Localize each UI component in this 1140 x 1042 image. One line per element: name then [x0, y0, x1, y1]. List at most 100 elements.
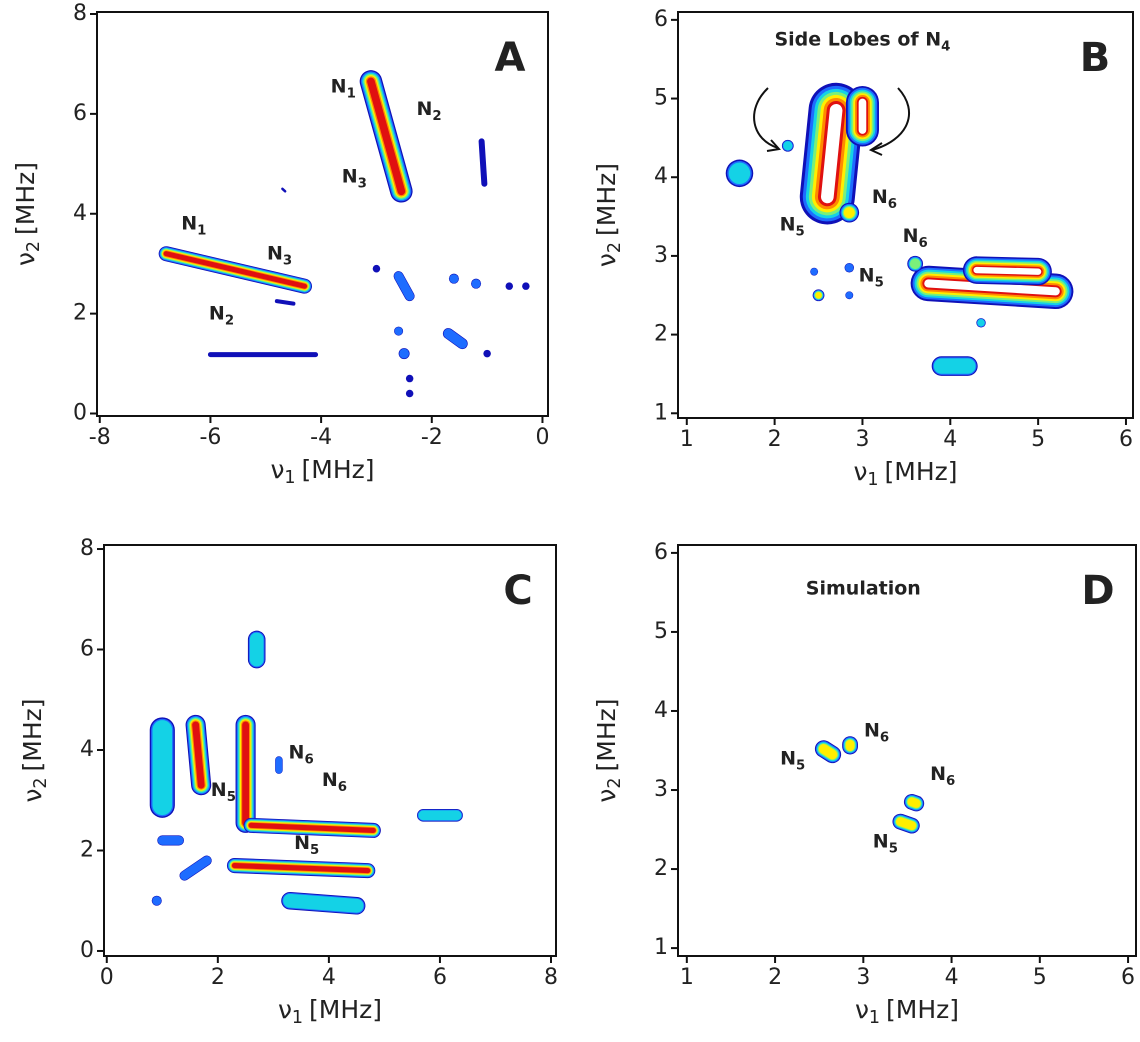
arrow: [753, 87, 779, 149]
y-tick-label: 4: [73, 201, 87, 226]
y-axis-label-sub: 2: [605, 777, 625, 788]
panel-label: C: [503, 568, 532, 614]
peak-contour: [180, 856, 212, 881]
peak: [393, 271, 415, 302]
y-tick-label: 2: [73, 301, 87, 326]
annotation-sub: 6: [946, 774, 955, 789]
peak-contour: [367, 77, 406, 196]
y-tick-label: 0: [80, 938, 94, 963]
x-axis-label: ν1 [MHz]: [855, 995, 959, 1028]
y-tick-label: 4: [654, 164, 668, 189]
y-axis-label-unit: [MHz]: [592, 698, 621, 771]
peak-contour: [283, 893, 364, 913]
x-axis-label-text: ν: [270, 455, 284, 484]
x-tick-label: 2: [211, 965, 225, 990]
annotation-sub: 6: [918, 236, 927, 251]
x-tick-label: 2: [768, 427, 782, 452]
peak: [962, 256, 1052, 286]
x-axis-label-unit: [MHz]: [886, 995, 959, 1024]
peak-contour: [192, 721, 205, 789]
plot-frame: [677, 544, 1137, 957]
peak: [281, 891, 366, 915]
annotation-text: N: [930, 763, 946, 785]
x-tick-label: -2: [421, 425, 443, 450]
peak-contour: [895, 817, 917, 831]
x-tick-label: 1: [680, 965, 694, 990]
annotation-sub: 5: [227, 790, 236, 805]
annotation: N5: [859, 264, 884, 291]
annotation-sub: 6: [338, 780, 347, 795]
y-tick-label: 2: [654, 322, 668, 347]
y-axis-label: ν2 [MHz]: [592, 698, 625, 802]
annotation-text: N: [342, 165, 358, 187]
y-tick-label: 3: [654, 777, 668, 802]
x-tick-label: -8: [89, 425, 111, 450]
annotation-text: N: [331, 75, 347, 97]
annotation-text: N: [864, 719, 880, 741]
y-tick-label: 3: [654, 243, 668, 268]
peak: [243, 817, 381, 838]
peak-contour: [281, 187, 287, 193]
peak-contour: [394, 271, 415, 301]
annotation-text: N: [289, 741, 305, 763]
annotation: N5: [780, 213, 805, 240]
annotation: N6: [289, 741, 314, 768]
y-axis-label-text: ν: [592, 789, 621, 803]
annotation: N6: [864, 719, 889, 746]
y-tick-label: 4: [80, 737, 94, 762]
annotation-text: Simulation: [806, 577, 921, 599]
annotation-sub: 1: [347, 86, 356, 101]
x-tick-label: 0: [100, 965, 114, 990]
annotation: Simulation: [806, 577, 921, 599]
plot-frame: [677, 11, 1134, 419]
peak: [274, 299, 296, 306]
annotation-sub: 6: [880, 731, 889, 746]
x-axis-label-sub: 1: [284, 468, 295, 488]
annotation-text: N: [780, 213, 796, 235]
annotation-text: N: [872, 185, 888, 207]
x-axis-label-sub: 1: [292, 1008, 303, 1028]
annotation-text: Side Lobes of N: [774, 28, 941, 50]
peak-contour: [818, 744, 838, 760]
x-axis-label-text: ν: [278, 995, 292, 1024]
x-tick-label: 4: [943, 427, 957, 452]
annotation: N5: [211, 779, 236, 806]
peak: [814, 740, 842, 764]
y-axis-label-unit: [MHz]: [11, 162, 40, 235]
annotation-text: N: [873, 830, 889, 852]
y-tick-label: 6: [654, 540, 668, 565]
peak-contour: [443, 328, 468, 349]
peak-contour: [274, 299, 296, 306]
peak: [903, 793, 925, 812]
y-axis-label: ν2 [MHz]: [11, 162, 44, 266]
peak-contour: [248, 822, 376, 833]
x-tick-label: 0: [535, 425, 549, 450]
arrow: [871, 87, 910, 151]
panel-label: A: [495, 35, 526, 81]
x-tick-label: -4: [310, 425, 332, 450]
peak: [359, 70, 413, 203]
annotation: N6: [930, 763, 955, 790]
y-axis-label: ν2 [MHz]: [592, 163, 625, 267]
annotation: N1: [181, 212, 206, 239]
annotation-text: N: [294, 831, 310, 853]
peak: [799, 82, 864, 225]
annotation-sub: 2: [225, 314, 234, 329]
annotation: N6: [872, 185, 897, 212]
y-axis-label-sub: 2: [31, 777, 51, 788]
annotation-sub: 1: [197, 224, 206, 239]
annotation-sub: 5: [796, 758, 805, 773]
x-axis-label-text: ν: [853, 457, 867, 486]
peak-contour: [907, 797, 921, 808]
peak-contour: [924, 279, 1060, 296]
peak-contour: [478, 138, 488, 187]
y-tick-label: 0: [73, 401, 87, 426]
peak: [910, 265, 1074, 310]
annotation-sub: 6: [888, 197, 897, 212]
peak-contour: [820, 104, 843, 204]
x-tick-label: 1: [680, 427, 694, 452]
y-axis-label-unit: [MHz]: [592, 163, 621, 236]
annotation-text: N: [903, 225, 919, 247]
annotation-sub: 3: [358, 176, 367, 191]
